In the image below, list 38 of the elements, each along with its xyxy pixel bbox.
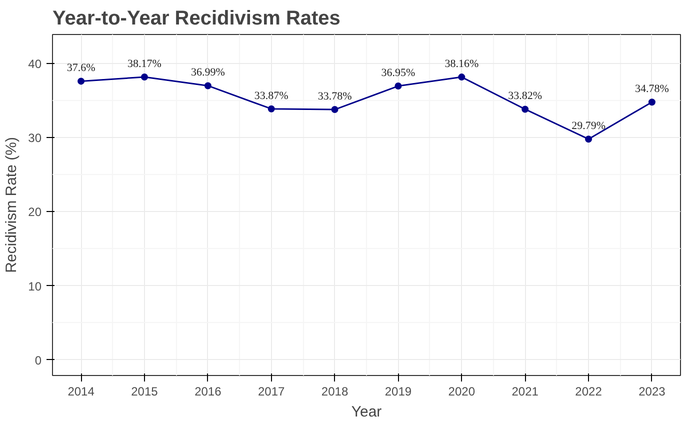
point bbox=[585, 136, 592, 143]
data-label: 33.82% bbox=[508, 90, 542, 102]
data-label: 37.6% bbox=[66, 62, 96, 74]
x-tick-label: 2018 bbox=[321, 384, 348, 398]
point bbox=[648, 98, 656, 106]
data-label: 36.99% bbox=[190, 66, 225, 79]
chart-title: Year-to-Year Recidivism Rates bbox=[52, 8, 340, 30]
data-label: 38.17% bbox=[128, 58, 162, 70]
point bbox=[394, 82, 402, 90]
y-tick-label: 0 bbox=[34, 353, 42, 368]
y-tick-label: 30 bbox=[28, 131, 42, 146]
x-axis-title: Year bbox=[351, 404, 382, 420]
point bbox=[78, 78, 85, 85]
point bbox=[522, 106, 529, 113]
x-tick-label: 2017 bbox=[258, 384, 286, 398]
data-label: 29.79% bbox=[572, 120, 606, 132]
x-tick-label: 2019 bbox=[384, 384, 412, 398]
point bbox=[204, 82, 212, 90]
data-label: 33.78% bbox=[318, 90, 352, 103]
y-axis-title: Recidivism Rate (%) bbox=[3, 137, 20, 273]
point bbox=[268, 105, 275, 112]
x-tick-label: 2022 bbox=[575, 384, 602, 398]
x-tick-label: 2014 bbox=[68, 384, 95, 398]
data-label: 34.78% bbox=[635, 83, 669, 96]
data-label: 38.16% bbox=[444, 58, 479, 70]
point bbox=[140, 73, 148, 80]
x-tick-label: 2021 bbox=[512, 384, 539, 398]
x-tick-label: 2020 bbox=[448, 384, 476, 398]
y-tick-label: 20 bbox=[28, 205, 42, 220]
point bbox=[458, 74, 466, 81]
x-tick-label: 2016 bbox=[194, 384, 222, 398]
y-tick-label: 10 bbox=[28, 279, 42, 294]
x-tick-label: 2023 bbox=[638, 384, 666, 398]
x-tick-label: 2015 bbox=[131, 384, 158, 398]
y-tick-label: 40 bbox=[28, 56, 42, 71]
data-label: 36.95% bbox=[381, 67, 416, 80]
point bbox=[331, 106, 338, 114]
data-label: 33.87% bbox=[254, 90, 288, 102]
